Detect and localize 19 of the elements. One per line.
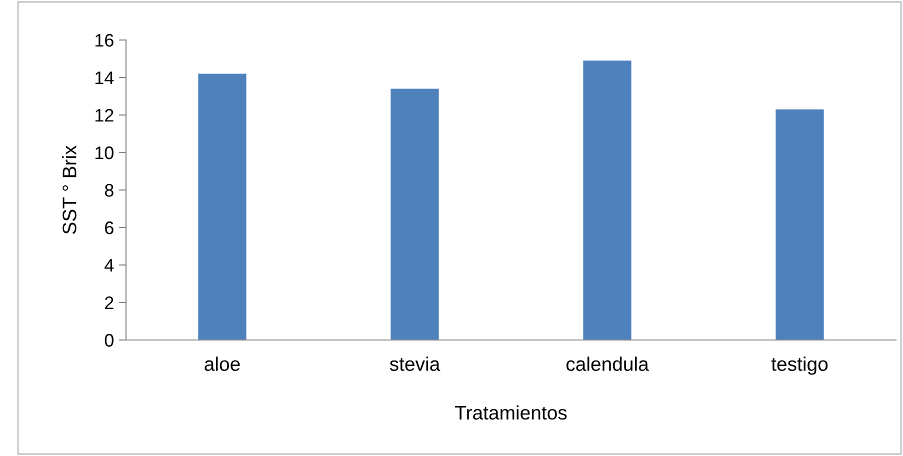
y-tick-label: 8 [104,184,114,197]
x-tick-label: calendula [566,356,649,371]
x-axis-title: Tratamientos [455,405,567,420]
y-tick-label: 0 [104,334,114,347]
y-tick-label: 6 [105,221,114,234]
y-tick-label: 2 [105,296,114,310]
y-axis-title: SST ° Brix [62,145,76,234]
y-tick-label: 16 [95,34,114,47]
x-tick-label: aloe [204,356,240,371]
x-tick-label: testigo [771,356,828,375]
y-tick-label: 14 [95,72,114,84]
y-tick-label: 12 [95,108,114,122]
bar [390,88,439,340]
bar [583,60,632,340]
y-tick-label: 10 [95,146,114,160]
bar [776,109,824,340]
x-tick-label: stevia [390,356,440,371]
bar [198,74,246,340]
y-tick-label: 4 [104,259,114,272]
